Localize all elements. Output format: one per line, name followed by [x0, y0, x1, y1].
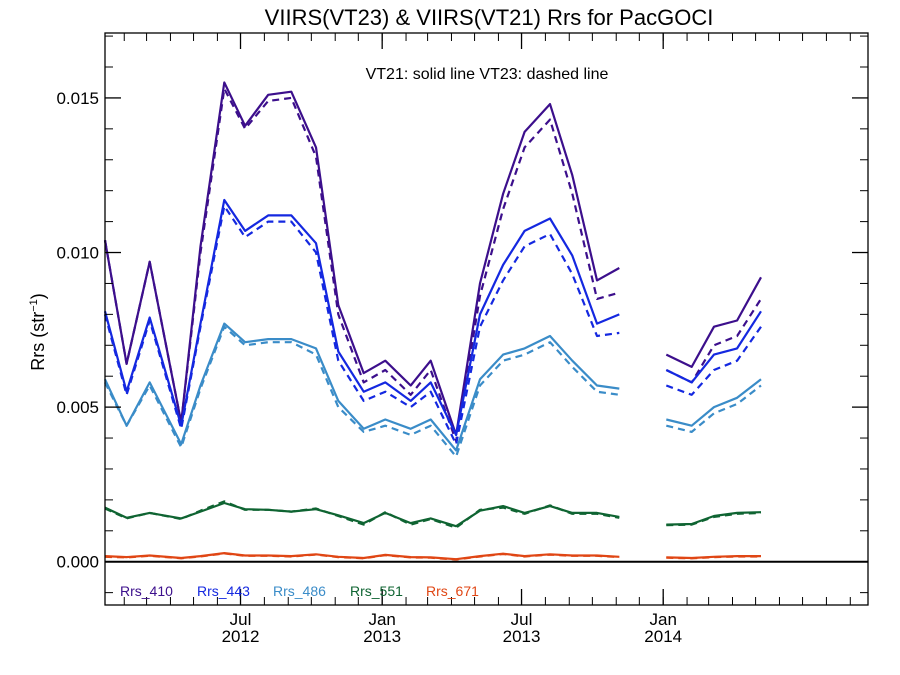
- y-axis-label-close: ): [28, 293, 48, 299]
- legend-entry-rrs-410: Rrs_410: [120, 583, 173, 599]
- series-line-rrs-671-dashed: [104, 552, 761, 561]
- legend-entry-rrs-443: Rrs_443: [197, 583, 250, 599]
- series-line-rrs-443-dashed: [103, 205, 762, 446]
- axes: 0.0000.0050.0100.015Jul2012Jan2013Jul201…: [56, 32, 869, 646]
- x-tick-label-month: Jan: [368, 610, 395, 629]
- series-line-rrs-551-solid: [104, 501, 762, 528]
- series-line-rrs-410-solid: [103, 81, 762, 436]
- x-tick-label-year: 2013: [503, 627, 541, 646]
- legend: Rrs_410 Rrs_443 Rrs_486 Rrs_551 Rrs_671: [120, 583, 479, 599]
- series-line-rrs-443-solid: [103, 198, 762, 436]
- y-tick-label: 0.005: [56, 398, 99, 417]
- x-tick-label-month: Jul: [511, 610, 533, 629]
- y-axis-label-main: Rrs (str: [28, 312, 48, 371]
- y-axis-label-superscript: −1: [28, 299, 40, 312]
- y-axis-label: Rrs (str−1): [28, 293, 48, 371]
- plot-area: [103, 81, 868, 563]
- x-tick-label-year: 2013: [363, 627, 401, 646]
- chart-title: VIIRS(VT23) & VIIRS(VT21) Rrs for PacGOC…: [265, 5, 714, 30]
- x-tick-label-year: 2012: [222, 627, 260, 646]
- series-line-rrs-551-dashed: [104, 500, 762, 529]
- legend-entry-rrs-671: Rrs_671: [426, 583, 479, 599]
- x-tick-label-month: Jul: [230, 610, 252, 629]
- y-tick-label: 0.010: [56, 244, 99, 263]
- x-tick-label-month: Jan: [649, 610, 676, 629]
- y-tick-label: 0.015: [56, 89, 99, 108]
- x-tick-label-year: 2014: [644, 627, 682, 646]
- line-style-annotation: VT21: solid line VT23: dashed line: [366, 66, 609, 83]
- plot-frame: [104, 32, 869, 606]
- series-line-rrs-486-dashed: [104, 325, 762, 458]
- legend-entry-rrs-486: Rrs_486: [273, 583, 326, 599]
- legend-entry-rrs-551: Rrs_551: [350, 583, 403, 599]
- y-tick-label: 0.000: [56, 553, 99, 572]
